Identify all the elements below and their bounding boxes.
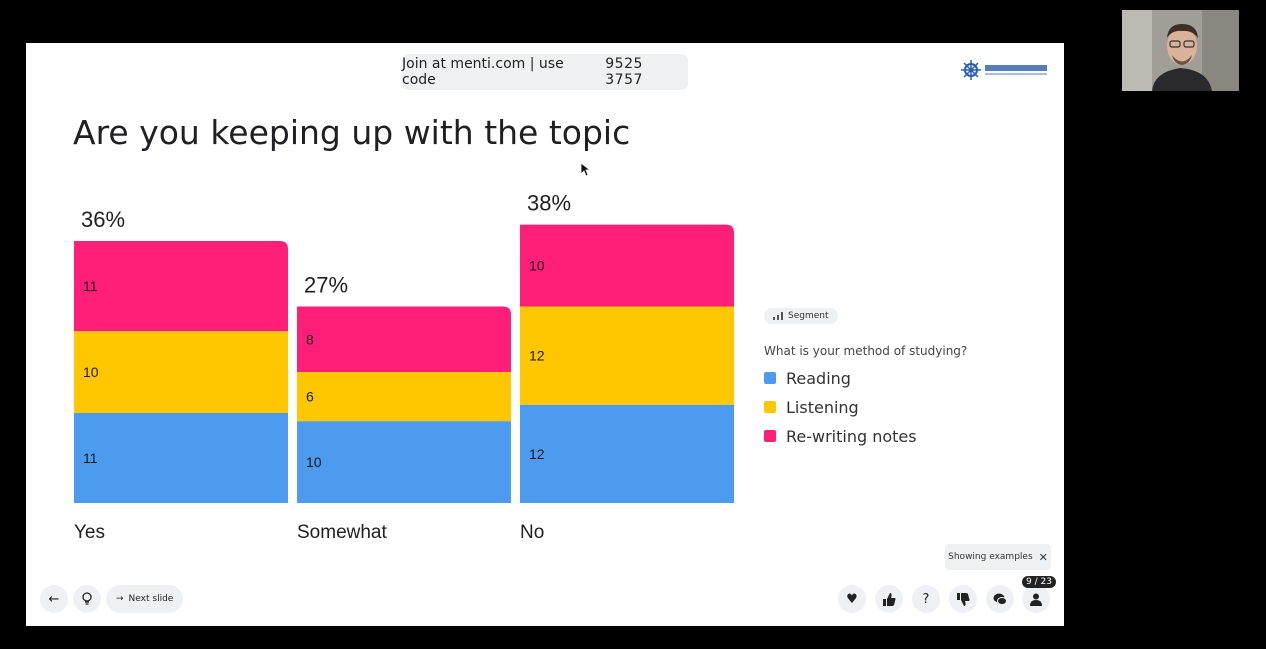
bar-percentage-label: 38% [527,191,571,216]
legend-label: Re-writing notes [786,426,917,446]
chat-bubbles-icon [993,593,1007,605]
legend-label: Reading [786,368,851,388]
comments-button[interactable] [986,585,1014,613]
arrow-left-icon: ← [48,591,60,607]
next-slide-label: Next slide [128,594,174,604]
legend-swatch [764,430,776,442]
legend-swatch [764,401,776,413]
mouse-cursor [581,163,591,177]
next-slide-button[interactable]: → Next slide [106,585,184,613]
legend-item-listening: Listening [764,397,1024,417]
question-icon: ? [922,591,930,607]
bar-segment [297,421,511,503]
legend: Segment What is your method of studying?… [764,305,1024,446]
webcam-video [1122,10,1239,91]
category-label: Yes [74,522,105,543]
close-icon[interactable]: ✕ [1038,550,1048,564]
lightbulb-icon [82,592,92,605]
join-code: 9525 3757 [605,56,643,88]
category-label: No [520,522,544,543]
heart-icon: ♥ [846,591,858,607]
bar-value-label: 10 [306,454,322,470]
slide: Join at menti.com | use code 9525 3757 A… [26,43,1064,626]
bar-segment [297,306,511,372]
join-banner: Join at menti.com | use code 9525 3757 [402,54,688,90]
heart-button[interactable]: ♥ [838,585,866,613]
thumbs-up-icon [882,592,895,606]
join-text: Join at menti.com | use code [402,56,564,88]
segment-label: Segment [788,311,829,321]
bar-value-label: 8 [306,331,314,347]
thumbs-down-icon [956,592,969,606]
bar-value-label: 11 [83,450,98,466]
arrow-right-icon: → [116,594,124,604]
bar-segment [74,241,288,332]
bar-value-label: 12 [529,348,545,364]
university-logo [960,59,1049,81]
segment-question: What is your method of studying? [764,344,968,358]
participants-button[interactable] [1022,585,1050,613]
thumbs-down-button[interactable] [949,585,977,613]
bar-value-label: 10 [529,258,545,274]
segment-badge[interactable]: Segment [764,308,838,324]
legend-label: Listening [786,397,859,417]
showing-examples-label: Showing examples [948,552,1033,562]
bar-value-label: 10 [83,364,99,380]
bar-percentage-label: 36% [81,207,125,232]
legend-swatch [764,372,776,384]
stacked-bar-chart: 11 10 11 36% Yes 10 6 8 27% Somewhat 12 12 10 38% No [74,191,734,543]
bar-segment [74,331,288,413]
bar-segment [297,372,511,422]
person-icon [1030,593,1042,606]
back-button[interactable]: ← [40,585,68,613]
bar-segment [520,224,734,307]
bar-segment [520,404,734,503]
category-label: Somewhat [297,522,387,543]
slide-counter: 9 / 23 [1022,576,1056,588]
question-button[interactable]: ? [912,585,940,613]
bar-value-label: 12 [529,446,545,462]
showing-examples-chip[interactable]: Showing examples ✕ [945,544,1051,570]
hint-button[interactable] [73,585,101,613]
legend-item-rewriting: Re-writing notes [764,426,1024,446]
legend-item-reading: Reading [764,368,1024,388]
bar-segment [74,412,288,503]
slide-title: Are you keeping up with the topic [73,113,631,152]
bar-value-label: 6 [306,389,314,405]
thumbs-up-button[interactable] [875,585,903,613]
bar-value-label: 11 [83,278,98,294]
bar-segment [520,306,734,405]
bar-chart-icon [773,312,783,320]
bar-percentage-label: 27% [304,273,348,298]
